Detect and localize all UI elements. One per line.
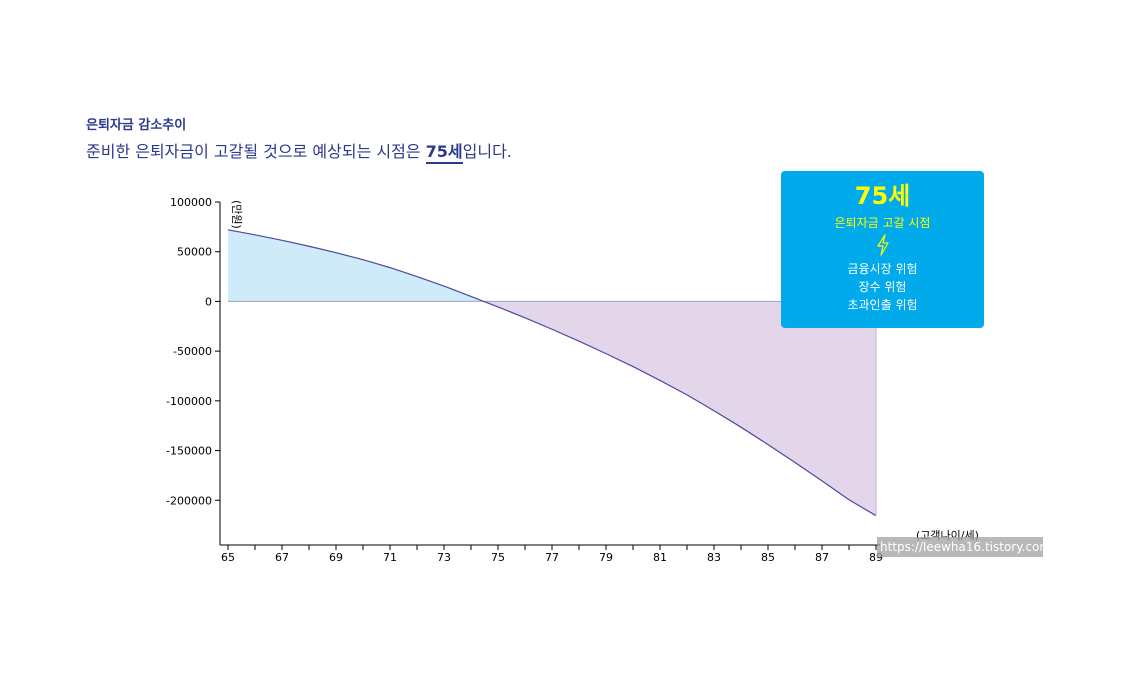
risk-item-overdraw: 초과인출 위험 <box>847 298 918 312</box>
x-tick-label: 85 <box>761 551 775 564</box>
x-tick-label: 73 <box>437 551 451 564</box>
lightning-bolt-icon <box>876 234 889 256</box>
headline-text: 준비한 은퇴자금이 고갈될 것으로 예상되는 시점은 <box>86 142 426 161</box>
y-tick-label: 0 <box>205 295 212 308</box>
depletion-label: 은퇴자금 고갈 시점 <box>834 216 931 230</box>
section-title: 은퇴자금 감소추이 <box>86 118 187 133</box>
area-layer <box>228 229 876 516</box>
depletion-age: 75세 <box>854 182 911 210</box>
depletion-info-card: 75세 은퇴자금 고갈 시점 금융시장 위험 장수 위험 초과인출 위험 <box>781 171 984 328</box>
fund-balance-line <box>227 229 877 517</box>
y-tick-label: 50000 <box>177 246 212 259</box>
positive-balance-area <box>228 229 484 302</box>
x-tick-label: 75 <box>491 551 505 564</box>
x-tick-label: 87 <box>815 551 829 564</box>
series-layer <box>227 229 877 517</box>
x-tick-label: 71 <box>383 551 397 564</box>
risk-item-longevity: 장수 위험 <box>858 280 907 294</box>
headline: 준비한 은퇴자금이 고갈될 것으로 예상되는 시점은 75세입니다. <box>86 138 512 164</box>
x-tick-label: 77 <box>545 551 559 564</box>
x-tick-label: 65 <box>221 551 235 564</box>
x-tick-label: 79 <box>599 551 613 564</box>
x-tick-label: 69 <box>329 551 343 564</box>
x-tick-label: 83 <box>707 551 721 564</box>
headline-suffix: 입니다. <box>462 142 512 161</box>
y-axis-unit-label: (만원) <box>230 200 243 229</box>
y-tick-label: -100000 <box>166 395 212 408</box>
x-tick-label: 67 <box>275 551 289 564</box>
y-tick-label: -50000 <box>173 345 212 358</box>
x-tick-label: 81 <box>653 551 667 564</box>
y-tick-label: -200000 <box>166 494 212 507</box>
risk-item-market: 금융시장 위험 <box>847 262 918 276</box>
negative-balance-area <box>483 301 876 516</box>
watermark: https://leewha16.tistory.com <box>877 537 1051 557</box>
y-tick-label: 100000 <box>170 196 212 209</box>
y-tick-label: -150000 <box>166 445 212 458</box>
depletion-age-highlight: 75세 <box>425 142 463 164</box>
